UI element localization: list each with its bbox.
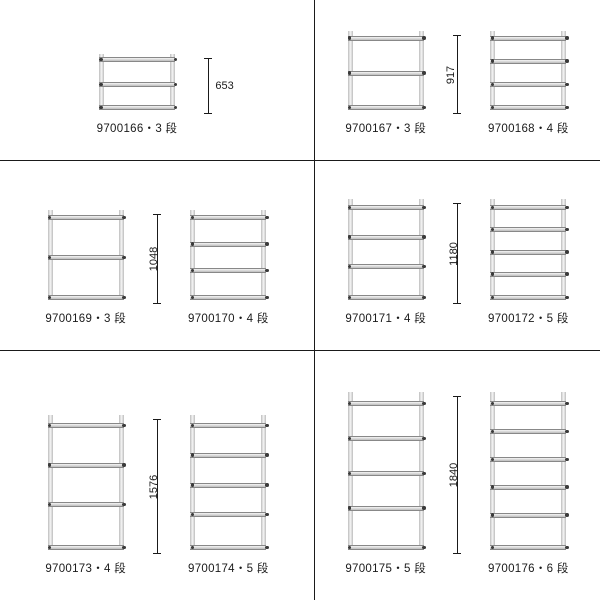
height-value: 917 (445, 65, 457, 83)
height-indicator: 1180 (448, 203, 466, 304)
shelf-illustration (490, 199, 566, 300)
shelf-group: 9700174・5 段 (188, 415, 269, 576)
shelf-illustration (348, 31, 424, 110)
shelf-group: 9700169・3 段 (45, 210, 126, 326)
chart-cell: 9700171・4 段 1180 9700172・5 段 (314, 160, 600, 350)
shelf-group: 9700170・4 段 (188, 210, 269, 326)
shelf-label: 9700176・6 段 (488, 560, 569, 576)
shelf-illustration (190, 415, 266, 550)
shelf-label: 9700168・4 段 (488, 120, 569, 136)
height-indicator: 917 (448, 35, 466, 114)
height-indicator-group: 1840 (448, 396, 466, 576)
height-indicator: 1840 (448, 396, 466, 554)
height-indicator-group: 1048 (148, 214, 166, 326)
height-indicator-group: 917 (448, 35, 466, 136)
height-indicator-group: 1180 (448, 203, 466, 326)
shelf-label: 9700166・3 段 (97, 120, 178, 136)
shelf-label: 9700171・4 段 (345, 310, 426, 326)
shelf-illustration (348, 392, 424, 550)
shelf-group: 9700172・5 段 (488, 199, 569, 326)
shelf-size-chart: 9700166・3 段6539700167・3 段9179700168・4 段9… (0, 0, 600, 600)
shelves-row: 9700167・3 段 917 9700168・4 段 (345, 31, 568, 136)
height-value: 1048 (148, 247, 160, 271)
shelf-group: 9700171・4 段 (345, 199, 426, 326)
shelf-label: 9700172・5 段 (488, 310, 569, 326)
height-indicator: 1048 (148, 214, 166, 304)
shelf-group: 9700176・6 段 (488, 392, 569, 576)
chart-cell: 9700166・3 段 653 (0, 0, 314, 160)
shelf-illustration (48, 415, 124, 550)
shelf-label: 9700175・5 段 (345, 560, 426, 576)
height-value: 1840 (448, 463, 460, 487)
height-value: 1180 (448, 242, 460, 266)
shelves-row: 9700175・5 段 1840 9700176・6 段 (345, 392, 568, 576)
shelves-row: 9700169・3 段 1048 9700170・4 段 (45, 210, 268, 326)
shelf-group: 9700173・4 段 (45, 415, 126, 576)
height-indicator-group: 1576 (148, 419, 166, 576)
shelf-illustration (190, 210, 266, 300)
shelf-label: 9700170・4 段 (188, 310, 269, 326)
height-value: 1576 (148, 474, 160, 498)
shelf-label: 9700174・5 段 (188, 560, 269, 576)
shelf-label: 9700169・3 段 (45, 310, 126, 326)
shelves-row: 9700171・4 段 1180 9700172・5 段 (345, 199, 568, 326)
shelf-group: 9700167・3 段 (345, 31, 426, 136)
height-indicator: 1576 (148, 419, 166, 554)
shelf-group: 9700175・5 段 (345, 392, 426, 576)
shelf-group: 9700166・3 段 (97, 54, 178, 136)
shelf-illustration (490, 31, 566, 110)
shelf-illustration (99, 54, 175, 110)
shelf-group: 9700168・4 段 (488, 31, 569, 136)
shelf-illustration (490, 392, 566, 550)
chart-cell: 9700173・4 段 1576 9700174・5 段 (0, 350, 314, 600)
chart-cell: 9700175・5 段 1840 9700176・6 段 (314, 350, 600, 600)
shelf-illustration (48, 210, 124, 300)
chart-cell: 9700169・3 段 1048 9700170・4 段 (0, 160, 314, 350)
shelves-row: 9700166・3 段 653 (97, 54, 218, 136)
height-value: 653 (215, 80, 233, 92)
chart-cell: 9700167・3 段 917 9700168・4 段 (314, 0, 600, 160)
shelves-row: 9700173・4 段 1576 9700174・5 段 (45, 415, 268, 576)
shelf-illustration (348, 199, 424, 300)
shelf-label: 9700167・3 段 (345, 120, 426, 136)
shelf-label: 9700173・4 段 (45, 560, 126, 576)
height-indicator: 653 (199, 58, 217, 114)
